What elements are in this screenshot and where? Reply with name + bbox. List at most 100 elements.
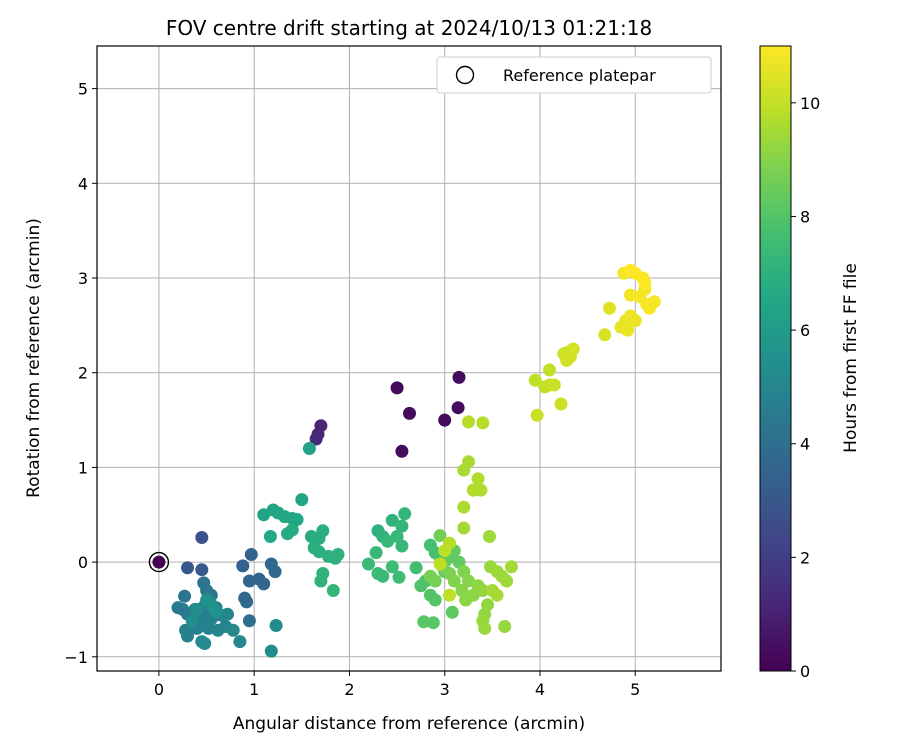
y-tick-label: 1 <box>78 458 88 477</box>
data-point <box>195 531 209 544</box>
data-point <box>209 604 223 618</box>
data-point <box>290 513 304 526</box>
data-point <box>638 276 652 290</box>
data-point <box>152 555 166 569</box>
data-point <box>178 589 192 603</box>
x-tick-label: 4 <box>535 680 545 699</box>
data-point <box>603 301 616 315</box>
data-point <box>376 569 390 583</box>
data-point <box>414 579 428 593</box>
data-point <box>302 442 316 455</box>
legend-box <box>436 56 712 94</box>
data-point <box>263 530 277 543</box>
data-point <box>451 401 465 415</box>
data-point <box>478 621 492 635</box>
data-point <box>390 381 404 395</box>
data-point <box>244 548 258 561</box>
data-point <box>498 620 512 633</box>
data-point <box>628 314 642 328</box>
data-point <box>403 406 416 420</box>
data-point <box>185 614 199 628</box>
data-point <box>326 584 340 597</box>
data-point <box>438 544 452 558</box>
colorbar-tick-label: 0 <box>800 662 810 681</box>
x-axis-label: Angular distance from reference (arcmin) <box>233 714 585 734</box>
data-point <box>198 637 212 650</box>
colorbar-label: Hours from first FF file <box>841 263 861 453</box>
data-points <box>152 263 661 658</box>
data-point <box>362 557 375 571</box>
data-point <box>433 529 447 543</box>
data-point <box>447 574 461 588</box>
plot-frame <box>96 45 722 672</box>
data-point <box>181 561 194 575</box>
data-point <box>443 588 456 602</box>
data-point <box>395 444 409 458</box>
data-point <box>445 605 459 619</box>
data-point <box>409 561 423 575</box>
y-tick-label: 0 <box>78 553 88 572</box>
data-point <box>621 323 635 337</box>
data-point <box>647 295 661 309</box>
colorbar-gradient <box>759 45 792 672</box>
colorbar-tick-label: 10 <box>800 94 820 113</box>
data-point <box>476 416 490 430</box>
colorbar-tick-label: 8 <box>800 207 810 226</box>
legend-label: Reference platepar <box>503 66 656 85</box>
colorbar-tick-label: 6 <box>800 321 810 340</box>
colorbar-tick-label: 2 <box>800 548 810 567</box>
data-point <box>285 523 299 537</box>
data-point <box>264 644 278 658</box>
data-point <box>598 328 612 342</box>
data-point <box>240 595 254 609</box>
data-point <box>398 507 412 521</box>
x-axis-ticks: 0 1 2 3 4 5 <box>154 671 640 699</box>
data-point <box>438 413 452 427</box>
reference-marker <box>148 551 170 573</box>
y-axis-ticks: −1 0 1 2 3 4 5 <box>64 80 97 667</box>
data-point <box>385 560 399 574</box>
reference-layer <box>148 551 170 573</box>
data-point <box>528 373 542 387</box>
data-point <box>504 560 518 574</box>
data-point <box>269 619 283 632</box>
data-point <box>547 378 561 392</box>
data-point <box>268 565 282 579</box>
data-point <box>179 623 193 637</box>
y-tick-label: 5 <box>78 80 88 99</box>
data-point <box>392 570 406 584</box>
data-point <box>195 563 209 577</box>
data-point <box>543 363 556 377</box>
data-point <box>530 408 544 422</box>
x-tick-label: 3 <box>440 680 450 699</box>
colorbar: 0 2 4 6 8 10 Hours from first FF file <box>759 45 861 681</box>
data-point <box>457 463 471 477</box>
x-tick-label: 2 <box>344 680 354 699</box>
data-point <box>457 521 471 535</box>
y-tick-label: −1 <box>64 648 88 667</box>
x-tick-label: 5 <box>630 680 640 699</box>
x-tick-label: 0 <box>154 680 164 699</box>
data-point <box>226 623 240 637</box>
data-point <box>483 530 496 543</box>
y-tick-label: 2 <box>78 364 88 383</box>
data-point <box>452 370 466 384</box>
data-point <box>476 584 490 597</box>
data-point <box>428 574 442 588</box>
data-point <box>457 500 471 514</box>
data-point <box>314 574 328 588</box>
data-point <box>474 483 488 497</box>
data-point <box>500 574 514 588</box>
data-point <box>471 472 485 486</box>
y-tick-label: 3 <box>78 269 88 288</box>
data-point <box>309 432 323 446</box>
data-point <box>242 574 256 588</box>
data-point <box>242 614 256 628</box>
data-point <box>462 415 475 429</box>
legend: Reference platepar <box>436 56 712 94</box>
y-axis-label: Rotation from reference (arcmin) <box>24 218 44 498</box>
grid <box>97 46 721 671</box>
data-point <box>564 350 577 364</box>
data-point <box>490 588 504 602</box>
